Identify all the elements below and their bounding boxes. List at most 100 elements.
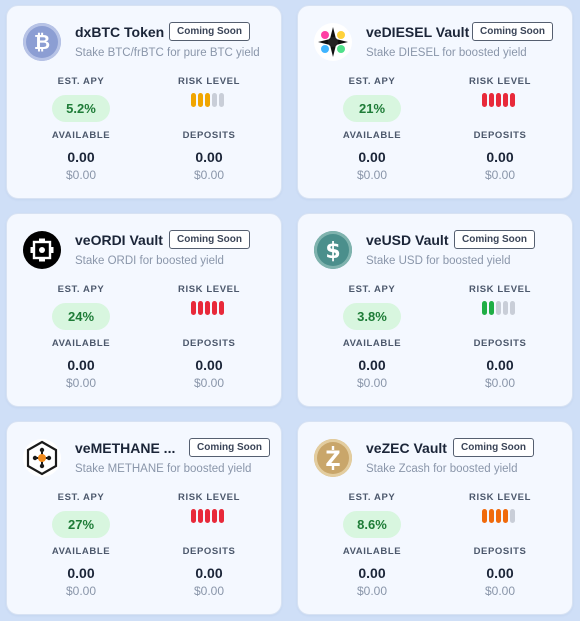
est-apy-label: EST. APY — [57, 492, 105, 503]
vault-subtitle: Stake USD for boosted yield — [366, 255, 511, 267]
vault-title: veUSD Vault — [366, 232, 449, 248]
risk-segment — [510, 509, 515, 523]
available-value: 0.00 — [358, 565, 386, 581]
coming-soon-badge: Coming Soon — [169, 22, 250, 41]
deposits-usd: $0.00 — [484, 168, 516, 182]
risk-segment — [219, 301, 224, 315]
available-usd: $0.00 — [65, 168, 97, 182]
risk-segment — [205, 509, 210, 523]
deposits-usd: $0.00 — [484, 584, 516, 598]
risk-level-label: RISK LEVEL — [469, 492, 531, 503]
risk-segment — [503, 93, 508, 107]
risk-segment — [198, 301, 203, 315]
coming-soon-badge: Coming Soon — [169, 230, 250, 249]
available-value: 0.00 — [67, 149, 95, 165]
risk-meter — [482, 509, 515, 523]
deposits-usd: $0.00 — [193, 584, 225, 598]
coming-soon-badge: Coming Soon — [454, 230, 535, 249]
risk-meter — [191, 301, 224, 315]
risk-segment — [212, 93, 217, 107]
dollar-icon: $ — [314, 231, 352, 269]
deposits-value: 0.00 — [195, 149, 223, 165]
risk-segment — [191, 509, 196, 523]
est-apy-label: EST. APY — [57, 76, 105, 87]
vault-card-veusd[interactable]: $ veUSD Vault Coming Soon Stake USD for … — [297, 213, 573, 407]
diesel-icon — [314, 23, 352, 61]
risk-meter — [191, 93, 224, 107]
risk-segment — [482, 509, 487, 523]
apy-value: 24% — [52, 303, 110, 330]
risk-segment — [219, 509, 224, 523]
risk-segment — [219, 93, 224, 107]
deposits-label: DEPOSITS — [182, 130, 236, 141]
deposits-label: DEPOSITS — [473, 338, 527, 349]
ordi-icon — [23, 231, 61, 269]
available-usd: $0.00 — [65, 376, 97, 390]
apy-value: 5.2% — [52, 95, 110, 122]
risk-segment — [503, 301, 508, 315]
available-value: 0.00 — [67, 357, 95, 373]
risk-segment — [482, 93, 487, 107]
deposits-usd: $0.00 — [193, 168, 225, 182]
risk-meter — [191, 509, 224, 523]
apy-value: 3.8% — [343, 303, 401, 330]
coming-soon-badge: Coming Soon — [189, 438, 270, 457]
vault-card-dxbtc[interactable]: ₿ dxBTC Token Coming Soon Stake BTC/frBT… — [6, 5, 282, 199]
vault-title: veDIESEL Vault — [366, 24, 470, 40]
vault-card-vediesel[interactable]: veDIESEL Vault Coming Soon Stake DIESEL … — [297, 5, 573, 199]
available-label: AVAILABLE — [342, 338, 402, 349]
est-apy-label: EST. APY — [348, 492, 396, 503]
deposits-label: DEPOSITS — [182, 338, 236, 349]
svg-text:₿: ₿ — [34, 30, 50, 54]
coming-soon-badge: Coming Soon — [472, 22, 553, 41]
risk-segment — [510, 301, 515, 315]
vault-title: veORDI Vault — [75, 232, 163, 248]
available-label: AVAILABLE — [342, 546, 402, 557]
risk-level-label: RISK LEVEL — [178, 492, 240, 503]
available-label: AVAILABLE — [51, 130, 111, 141]
risk-segment — [489, 301, 494, 315]
risk-segment — [496, 301, 501, 315]
bitcoin-icon: ₿ — [23, 23, 61, 61]
deposits-label: DEPOSITS — [473, 546, 527, 557]
vault-title: dxBTC Token — [75, 24, 165, 40]
risk-level-label: RISK LEVEL — [178, 284, 240, 295]
coming-soon-badge: Coming Soon — [453, 438, 534, 457]
deposits-value: 0.00 — [195, 357, 223, 373]
risk-meter — [482, 301, 515, 315]
est-apy-label: EST. APY — [348, 284, 396, 295]
available-label: AVAILABLE — [51, 338, 111, 349]
apy-value: 8.6% — [343, 511, 401, 538]
risk-segment — [496, 93, 501, 107]
risk-level-label: RISK LEVEL — [178, 76, 240, 87]
available-usd: $0.00 — [65, 584, 97, 598]
available-value: 0.00 — [358, 149, 386, 165]
risk-segment — [489, 93, 494, 107]
available-value: 0.00 — [67, 565, 95, 581]
vault-card-vezec[interactable]: Z veZEC Vault Coming Soon Stake Zcash fo… — [297, 421, 573, 615]
deposits-value: 0.00 — [486, 149, 514, 165]
risk-segment — [191, 301, 196, 315]
apy-value: 21% — [343, 95, 401, 122]
risk-segment — [482, 301, 487, 315]
risk-segment — [198, 509, 203, 523]
risk-segment — [510, 93, 515, 107]
available-usd: $0.00 — [356, 168, 388, 182]
vault-card-veordi[interactable]: veORDI Vault Coming Soon Stake ORDI for … — [6, 213, 282, 407]
risk-segment — [198, 93, 203, 107]
svg-text:Z: Z — [325, 447, 340, 471]
available-label: AVAILABLE — [51, 546, 111, 557]
vault-subtitle: Stake METHANE for boosted yield — [75, 463, 252, 475]
vault-card-vemethane[interactable]: veMETHANE ... Coming Soon Stake METHANE … — [6, 421, 282, 615]
available-usd: $0.00 — [356, 376, 388, 390]
risk-segment — [503, 509, 508, 523]
deposits-usd: $0.00 — [484, 376, 516, 390]
vault-subtitle: Stake BTC/frBTC for pure BTC yield — [75, 47, 260, 59]
svg-text:$: $ — [325, 239, 340, 264]
risk-segment — [191, 93, 196, 107]
deposits-usd: $0.00 — [193, 376, 225, 390]
deposits-label: DEPOSITS — [182, 546, 236, 557]
risk-segment — [496, 509, 501, 523]
vault-subtitle: Stake ORDI for boosted yield — [75, 255, 224, 267]
